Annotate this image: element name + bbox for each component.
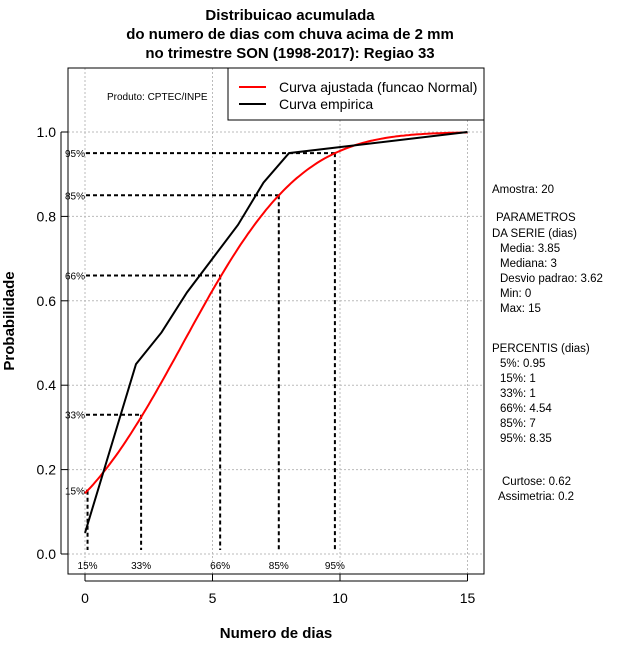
stat-desvio: Desvio padrao: 3.62: [500, 273, 603, 285]
percentile-label-y: 95%: [65, 149, 85, 160]
title-line-1: Distribuicao acumulada: [205, 7, 375, 24]
y-tick-label: 0.4: [37, 377, 57, 393]
axes: 0 5 10 15 0.0 0.2 0.4 0.6 0.8 1.0: [37, 124, 476, 606]
percentile-label-y: 85%: [65, 191, 85, 202]
percentile-label-y: 15%: [65, 487, 85, 498]
fitted-normal-curve: [84, 131, 468, 494]
percentile-label-y: 33%: [65, 411, 85, 422]
x-tick-label: 10: [332, 590, 348, 606]
stat-param-title: PARAMETROS: [496, 212, 576, 224]
stat-min: Min: 0: [500, 288, 531, 300]
x-axis-label: Numero de dias: [220, 625, 333, 642]
legend-box: [227, 67, 485, 121]
stat-p5: 5%: 0.95: [500, 358, 545, 370]
stat-p15: 15%: 1: [500, 373, 536, 385]
x-tick-label: 0: [81, 590, 89, 606]
percentile-label-y: 66%: [65, 271, 85, 282]
title-line-2: do numero de dias com chuva acima de 2 m…: [126, 26, 454, 43]
legend-label-fitted: Curva ajustada (funcao Normal): [279, 79, 477, 95]
x-tick-label: 15: [460, 590, 476, 606]
stat-max: Max: 15: [500, 303, 541, 315]
percentile-label-x: 15%: [78, 561, 98, 572]
y-tick-label: 0.0: [37, 546, 57, 562]
stats-panel: Amostra: 20 PARAMETROS DA SERIE (dias) M…: [492, 184, 603, 503]
percentile-label-x: 66%: [210, 561, 230, 572]
legend: Curva ajustada (funcao Normal) Curva emp…: [227, 67, 485, 121]
plot-box: [67, 67, 485, 575]
grid: [68, 68, 484, 574]
stat-amostra: Amostra: 20: [492, 184, 554, 196]
stat-perc-title: PERCENTIS (dias): [492, 343, 590, 355]
legend-label-empirical: Curva empirica: [279, 96, 373, 112]
stat-assimetria: Assimetria: 0.2: [498, 491, 574, 503]
empirical-curve: [84, 131, 468, 534]
title-line-3: no trimestre SON (1998-2017): Regiao 33: [145, 45, 434, 62]
curves: [84, 131, 468, 534]
percentile-label-x: 85%: [269, 561, 289, 572]
percentile-label-x: 33%: [131, 561, 151, 572]
y-tick-label: 0.8: [37, 208, 57, 224]
y-axis-label: Probabilidade: [1, 271, 18, 370]
stat-param-subtitle: DA SERIE (dias): [492, 228, 577, 240]
stat-p85: 85%: 7: [500, 418, 536, 430]
y-tick-label: 0.6: [37, 293, 57, 309]
stat-p33: 33%: 1: [500, 388, 536, 400]
stat-curtose: Curtose: 0.62: [502, 476, 571, 488]
stat-p95: 95%: 8.35: [500, 433, 552, 445]
credit: Produto: CPTEC/INPE: [107, 92, 208, 103]
x-tick-label: 5: [209, 590, 217, 606]
stat-p66: 66%: 4.54: [500, 403, 552, 415]
y-tick-label: 1.0: [37, 124, 57, 140]
y-tick-label: 0.2: [37, 462, 57, 478]
stat-media: Media: 3.85: [500, 243, 560, 255]
stat-mediana: Mediana: 3: [500, 258, 557, 270]
percentile-markers: 15% 15% 33% 33% 66% 66% 85% 85% 95% 95%: [65, 149, 345, 572]
percentile-label-x: 95%: [325, 561, 345, 572]
